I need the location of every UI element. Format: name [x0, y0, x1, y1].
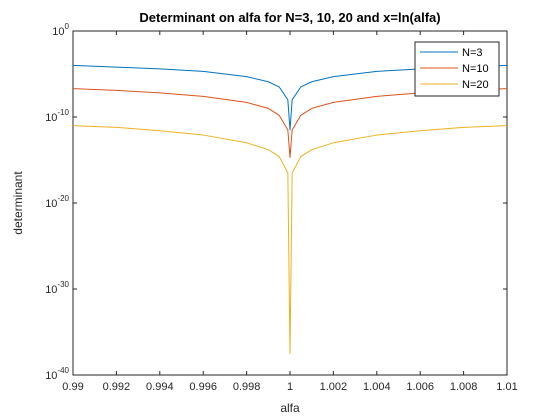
series-line-n-20	[72, 125, 508, 354]
y-tick-label: 10-30	[45, 280, 69, 296]
x-axis: 0.99 0.992 0.994 0.996 0.998 1 1.002 1.004 1.006…	[62, 31, 518, 393]
x-axis-label: alfa	[280, 401, 300, 415]
x-tick-label: 0.99	[62, 381, 83, 393]
y-tick-label: 10-10	[45, 108, 69, 124]
legend-label: N=3	[462, 47, 483, 59]
x-tick-label: 1.002	[320, 381, 348, 393]
x-tick-label: 0.992	[103, 381, 131, 393]
legend-label: N=10	[462, 63, 489, 75]
y-tick-label: 100	[52, 22, 69, 38]
legend: N=3 N=10 N=20	[414, 41, 500, 97]
series-layer	[72, 64, 508, 354]
y-tick-label: 10-40	[45, 366, 69, 382]
x-tick-label: 0.998	[233, 381, 261, 393]
x-tick-label: 1.008	[450, 381, 478, 393]
y-tick-label: 10-20	[45, 194, 69, 210]
x-tick-label: 1	[287, 381, 293, 393]
series-line-n-10	[72, 88, 508, 158]
y-axis: 100 10-10 10-20 10-30 10-40	[45, 22, 507, 382]
x-tick-label: 1.006	[406, 381, 434, 393]
x-tick-label: 1.004	[363, 381, 391, 393]
legend-label: N=20	[462, 79, 489, 91]
series-line-n-3	[72, 64, 508, 131]
chart-title: Determinant on alfa for N=3, 10, 20 and …	[139, 10, 440, 25]
legend-box	[414, 41, 500, 97]
x-tick-label: 0.996	[189, 381, 217, 393]
x-tick-label: 1.01	[496, 381, 517, 393]
x-tick-label: 0.994	[146, 381, 174, 393]
y-axis-label: determinant	[11, 171, 25, 235]
